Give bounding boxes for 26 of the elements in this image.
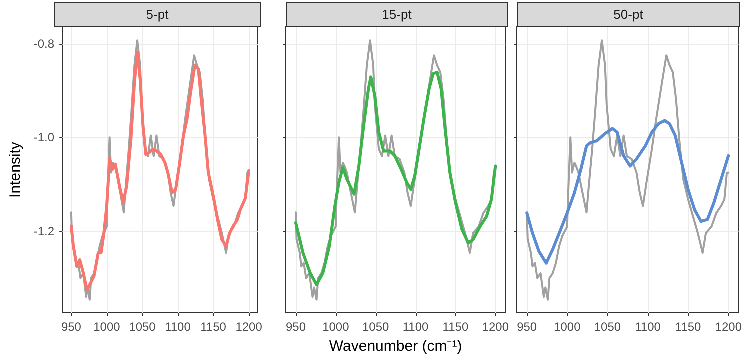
x-tick-label: 1150 [675,320,702,334]
x-tick-label: 1050 [594,320,622,334]
y-axis-title: Intensity [7,142,24,198]
x-tick-label: 1150 [442,320,469,334]
x-tick-label: 950 [61,320,82,334]
x-tick-label: 950 [517,320,538,334]
y-tick-label: -1.2 [34,224,55,238]
chart-title: 5-pt [54,2,261,27]
chart-title: 15-pt [286,2,508,27]
x-tick-label: 1050 [129,320,156,334]
x-tick-label: 950 [286,320,306,334]
x-axis-title: Wavenumber (cm⁻¹) [329,338,462,355]
x-tick-label: 1150 [200,320,227,334]
y-tick-label: -1.0 [34,130,55,145]
x-tick-label: 1000 [322,320,350,334]
x-tick-label: 1200 [236,320,263,334]
x-tick-label: 1100 [635,320,662,334]
chart-title: 50-pt [517,2,740,27]
x-tick-label: 1100 [402,320,430,334]
x-tick-label: 1000 [554,320,582,334]
x-tick-label: 1050 [362,320,390,334]
y-tick-label: -0.8 [34,36,55,51]
x-tick-label: 1000 [94,320,121,334]
x-tick-label: 1100 [165,320,192,334]
x-tick-label: 1200 [715,320,742,334]
x-tick-label: 1200 [482,320,510,334]
